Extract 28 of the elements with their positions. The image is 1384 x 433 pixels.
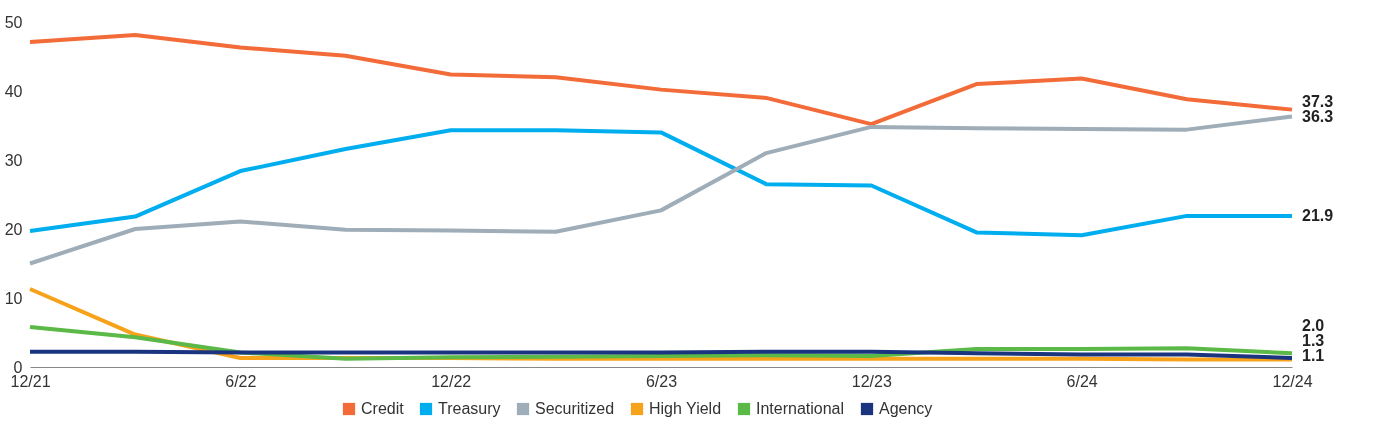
x-tick-label: 12/24 — [1272, 372, 1313, 390]
y-tick-label: 50 — [4, 13, 23, 31]
data-label: 1.3 — [1302, 332, 1325, 350]
x-tick-label: 6/24 — [1066, 372, 1098, 390]
y-tick-label: 10 — [4, 289, 23, 307]
line-series — [28, 114, 1294, 266]
legend-label: Treasury — [438, 400, 501, 417]
y-tick-label: 40 — [4, 82, 23, 100]
legend-label: International — [756, 400, 845, 417]
legend-label: High Yield — [649, 400, 722, 417]
line-series — [28, 324, 1294, 361]
legend-label: Agency — [879, 400, 933, 417]
x-tick-label: 12/22 — [431, 372, 472, 390]
line-series — [28, 33, 1294, 127]
x-tick-label: 6/22 — [225, 372, 257, 390]
data-label: 2.0 — [1302, 317, 1325, 335]
x-tick-label: 6/23 — [645, 372, 678, 390]
x-tick-label: 12/23 — [851, 372, 892, 390]
y-tick-label: 20 — [4, 220, 23, 238]
legend-label: Securitized — [535, 400, 615, 417]
line-series — [28, 349, 1294, 361]
legend-label: Credit — [361, 400, 405, 417]
line-series — [28, 128, 1294, 238]
data-label: 1.1 — [1302, 347, 1325, 365]
data-label: 37.3 — [1302, 92, 1334, 110]
y-tick-label: 30 — [4, 151, 23, 169]
data-label: 36.3 — [1302, 107, 1334, 125]
data-label: 21.9 — [1302, 206, 1334, 224]
